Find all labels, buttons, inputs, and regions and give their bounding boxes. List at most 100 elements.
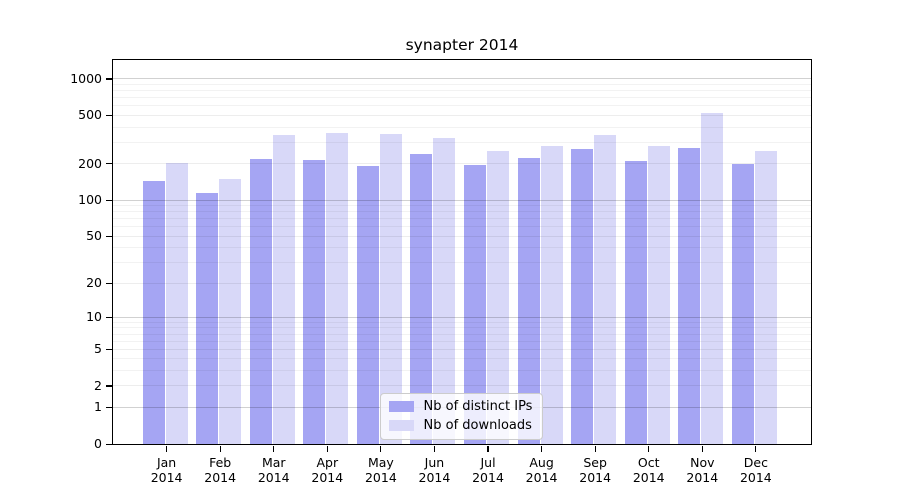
gridline-3	[112, 370, 811, 372]
bar-downloads-aug	[540, 145, 563, 444]
bar-downloads-nov	[701, 112, 724, 444]
x-tick-label-mar: Mar 2014	[257, 455, 290, 485]
y-tick-10	[105, 316, 112, 318]
x-tick-nov	[701, 445, 703, 452]
bar-downloads-jun	[433, 138, 456, 444]
gridline-70	[112, 218, 811, 220]
chart-title: synapter 2014	[405, 36, 519, 54]
legend-label-downloads: Nb of downloads	[423, 417, 532, 433]
gridline-10	[112, 316, 811, 318]
y-tick-label-50: 50	[86, 228, 102, 244]
bar-distinct-ips-mar	[249, 159, 272, 444]
gridline-700	[112, 97, 811, 99]
y-tick-1000	[105, 78, 112, 80]
gridline-5	[112, 348, 811, 350]
bar-downloads-dec	[754, 151, 777, 444]
bar-distinct-ips-jun	[410, 153, 433, 444]
y-tick-100	[105, 199, 112, 201]
y-tick-label-5: 5	[94, 341, 102, 357]
x-tick-aug	[540, 445, 543, 452]
bar-distinct-ips-oct	[624, 160, 647, 444]
bar-downloads-sep	[594, 135, 617, 444]
bar-downloads-may	[379, 133, 402, 444]
x-tick-jun	[433, 445, 436, 452]
legend-item-downloads: Nb of downloads	[388, 417, 533, 433]
bar-distinct-ips-jan	[142, 180, 165, 444]
gridline-60	[112, 226, 811, 228]
x-tick-label-oct: Oct 2014	[632, 455, 665, 485]
y-tick-label-2: 2	[94, 377, 102, 393]
gridline-6	[112, 340, 811, 342]
bar-distinct-ips-nov	[678, 148, 701, 444]
gridline-4	[112, 358, 811, 360]
y-tick-label-1000: 1000	[70, 70, 102, 86]
gridline-600	[112, 105, 811, 107]
bar-distinct-ips-feb	[196, 192, 219, 444]
y-tick-0	[105, 443, 112, 445]
gridline-50	[112, 235, 811, 237]
x-tick-sep	[594, 445, 596, 452]
gridline-30	[112, 262, 811, 263]
gridline-800	[112, 90, 811, 92]
bar-downloads-feb	[219, 179, 242, 444]
y-tick-500	[105, 114, 112, 117]
gridline-500	[112, 114, 811, 116]
gridline-2	[112, 385, 811, 387]
bars-layer	[113, 60, 811, 444]
gridline-900	[112, 83, 811, 85]
gridline-400	[112, 126, 811, 128]
x-tick-label-may: May 2014	[364, 455, 397, 485]
y-tick-20	[105, 282, 112, 284]
gridline-1000	[112, 78, 811, 80]
x-tick-apr	[326, 445, 328, 452]
bar-distinct-ips-jul	[464, 165, 487, 444]
x-tick-label-jun: Jun 2014	[418, 455, 451, 485]
y-tick-label-20: 20	[86, 275, 102, 291]
legend-item-distinct-ips: Nb of distinct IPs	[388, 398, 533, 414]
gridline-7	[112, 333, 811, 335]
gridline-9	[112, 321, 811, 323]
bar-downloads-apr	[326, 133, 349, 444]
legend-swatch-distinct-ips	[388, 400, 414, 412]
y-tick-label-1: 1	[94, 399, 102, 415]
y-tick-1	[105, 406, 112, 409]
y-tick-label-100: 100	[78, 192, 102, 208]
bar-distinct-ips-aug	[517, 158, 540, 444]
x-tick-feb	[219, 445, 221, 452]
grid-layer	[112, 60, 811, 444]
y-tick-label-200: 200	[78, 155, 102, 171]
x-tick-mar	[273, 445, 275, 452]
legend-label-distinct-ips: Nb of distinct IPs	[423, 398, 533, 414]
bar-downloads-jan	[165, 162, 188, 444]
x-tick-label-sep: Sep 2014	[579, 455, 612, 485]
bar-distinct-ips-apr	[303, 159, 326, 444]
bar-downloads-jul	[487, 151, 510, 444]
gridline-40	[112, 247, 811, 249]
bar-distinct-ips-sep	[571, 149, 594, 444]
x-tick-oct	[648, 445, 650, 452]
gridline-300	[112, 141, 811, 143]
x-tick-label-dec: Dec 2014	[739, 455, 772, 485]
gridline-20	[112, 282, 811, 284]
legend-swatch-downloads	[388, 419, 414, 431]
y-tick-5	[105, 348, 112, 350]
x-tick-label-feb: Feb 2014	[204, 455, 237, 485]
y-tick-label-500: 500	[78, 107, 102, 123]
y-tick-label-0: 0	[94, 436, 102, 451]
plot-area: Nb of distinct IPs Nb of downloads	[111, 58, 812, 445]
gridline-200	[112, 163, 811, 165]
bar-distinct-ips-dec	[731, 163, 754, 444]
x-tick-label-apr: Apr 2014	[311, 455, 344, 485]
x-tick-label-nov: Nov 2014	[686, 455, 719, 485]
x-tick-label-aug: Aug 2014	[525, 455, 558, 485]
x-tick-may	[380, 445, 382, 452]
x-tick-label-jul: Jul 2014	[472, 455, 504, 485]
x-tick-jul	[487, 445, 489, 452]
x-tick-dec	[755, 445, 757, 452]
gridline-80	[112, 211, 811, 213]
y-tick-200	[105, 163, 112, 165]
bar-distinct-ips-may	[356, 165, 379, 444]
gridline-90	[112, 205, 811, 207]
bar-downloads-mar	[272, 134, 295, 444]
y-tick-label-10: 10	[86, 309, 102, 325]
